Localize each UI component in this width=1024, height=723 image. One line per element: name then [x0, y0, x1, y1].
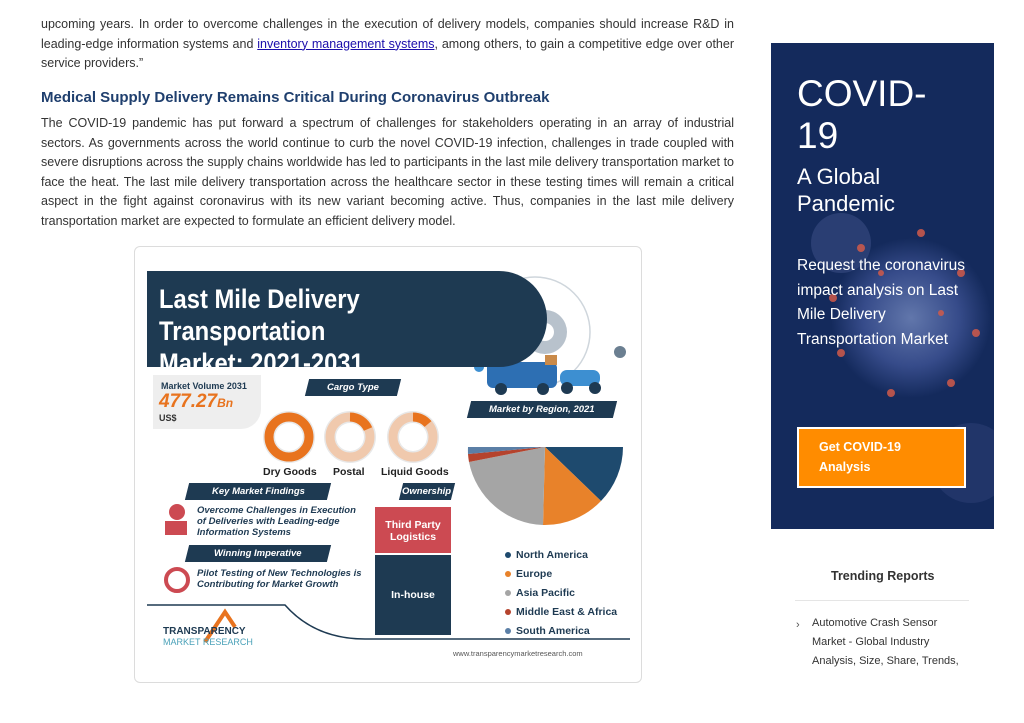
- infographic-title-line2: Market: 2021-2031: [159, 348, 364, 378]
- legend-item: Middle East & Africa: [505, 602, 617, 621]
- intro-text: upcoming years. In order to overcome cha…: [41, 17, 734, 51]
- legend-item: Asia Pacific: [505, 583, 617, 602]
- section-heading: Medical Supply Delivery Remains Critical…: [41, 89, 550, 106]
- key-findings-tag: Key Market Findings: [184, 483, 332, 500]
- brand-logo: TRANSPARENCY MARKET RESEARCH: [163, 626, 253, 648]
- covid-title-line2: 19: [797, 115, 839, 156]
- covid-banner[interactable]: COVID- 19 A Global Pandemic Request the …: [771, 43, 994, 529]
- finding-1-text: Overcome Challenges in Execution of Deli…: [197, 505, 356, 538]
- legend-item: Europe: [505, 564, 617, 583]
- cargo-dry-goods-label: Dry Goods: [263, 466, 317, 478]
- covid-button-line2: Analysis: [819, 459, 871, 474]
- region-tag: Market by Region, 2021: [466, 401, 618, 418]
- chevron-right-icon: ›: [796, 619, 800, 631]
- covid-title: COVID- 19: [797, 73, 927, 157]
- winning-imperative-tag: Winning Imperative: [184, 545, 332, 562]
- infographic-title-line1: Last Mile Delivery Transportation: [159, 284, 360, 346]
- market-volume-unit: US$: [159, 413, 177, 423]
- postal-donut: [324, 411, 376, 463]
- cargo-type-tag: Cargo Type: [304, 379, 402, 396]
- legend-dot: [505, 570, 511, 577]
- cargo-liquid-goods-label: Liquid Goods: [381, 466, 449, 478]
- covid-subtitle: A Global Pandemic: [797, 163, 895, 217]
- legend-item: North America: [505, 545, 617, 564]
- scooter-icon: [560, 370, 600, 386]
- covid-title-line1: COVID-: [797, 73, 927, 114]
- market-volume-suffix: Bn: [217, 396, 234, 410]
- delivery-van-icon: [487, 362, 557, 388]
- covid-request-text: Request the coronavirus impact analysis …: [797, 257, 966, 348]
- body-paragraph: The COVID-19 pandemic has put forward a …: [41, 116, 734, 228]
- get-covid-analysis-button[interactable]: Get COVID-19 Analysis: [797, 427, 966, 488]
- market-volume-number: 477.27: [159, 391, 218, 412]
- ownership-in-house: In-house: [375, 555, 451, 635]
- trending-divider: [795, 600, 969, 601]
- brand-name-line1: TRANSPARENCY: [163, 626, 246, 637]
- legend-label: Middle East & Africa: [516, 605, 618, 618]
- gear-icon: [164, 567, 190, 593]
- legend-item: South America: [505, 621, 617, 640]
- covid-subtitle-line2: Pandemic: [797, 191, 895, 216]
- covid-subtitle-line1: A Global: [797, 164, 881, 189]
- legend-dot: [505, 551, 511, 558]
- market-volume-box: Market Volume 2031 477.27Bn US$: [153, 375, 261, 429]
- brand-name-line2: MARKET RESEARCH: [163, 637, 253, 647]
- cargo-postal-label: Postal: [333, 466, 365, 478]
- trending-reports-title: Trending Reports: [831, 569, 935, 583]
- legend-label: North America: [516, 548, 588, 561]
- legend-dot: [505, 589, 511, 596]
- market-infographic: Last Mile Delivery Transportation Market…: [134, 246, 642, 683]
- ownership-third-party: Third Party Logistics: [375, 507, 451, 553]
- infographic-title: Last Mile Delivery Transportation Market…: [159, 283, 511, 379]
- legend-label: Asia Pacific: [516, 586, 575, 599]
- legend-dot: [505, 608, 511, 615]
- intro-text-end: , among others, to gain a competitive ed…: [41, 36, 734, 71]
- region-pie-chart: [467, 447, 623, 526]
- intro-paragraph: upcoming years. In order to overcome cha…: [41, 15, 734, 74]
- legend-label: Europe: [516, 567, 553, 580]
- runner-icon: [169, 504, 185, 520]
- website-url: www.transparencymarketresearch.com: [453, 649, 583, 658]
- region-legend: North America Europe Asia Pacific Middle…: [505, 545, 617, 640]
- ownership-tag: Ownership: [398, 483, 456, 500]
- covid-button-line1: Get COVID-19: [819, 440, 901, 454]
- brand-logo-arrow: [203, 608, 237, 644]
- market-volume-label: Market Volume 2031: [161, 381, 247, 391]
- inventory-management-link[interactable]: inventory management systems: [257, 36, 435, 51]
- infographic-title-bar: [147, 271, 547, 367]
- legend-label: South America: [516, 624, 590, 637]
- market-volume-value: 477.27Bn: [159, 391, 233, 413]
- liquid-goods-donut: [387, 411, 439, 463]
- finding-2-text: Pilot Testing of New Technologies is Con…: [197, 568, 362, 590]
- trending-report-link[interactable]: Automotive Crash Sensor Market - Global …: [812, 617, 959, 667]
- legend-dot: [505, 627, 511, 634]
- dry-goods-donut: [263, 411, 315, 463]
